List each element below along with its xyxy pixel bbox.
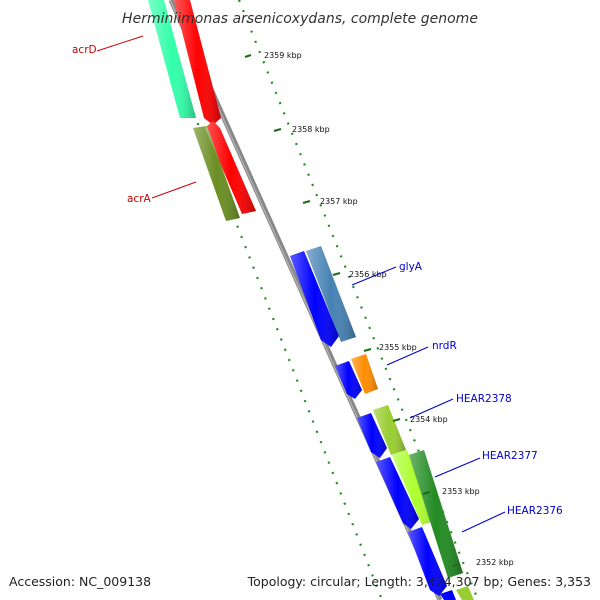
gene-HEAR2378[interactable] bbox=[357, 405, 406, 458]
gene-glyA[interactable] bbox=[290, 246, 356, 347]
gene-label-acrD[interactable]: acrD bbox=[72, 44, 97, 56]
gene-label-HEAR2376[interactable]: HEAR2376 bbox=[507, 505, 563, 517]
accession-text: Accession: NC_009138 bbox=[9, 574, 151, 589]
tick-label: 2357 kbp bbox=[320, 197, 358, 206]
tick-label: 2352 kbp bbox=[476, 558, 514, 567]
gene-acrA[interactable] bbox=[193, 121, 256, 221]
gene-label-HEAR2378[interactable]: HEAR2378 bbox=[456, 393, 512, 405]
gene-label-acrA[interactable]: acrA bbox=[127, 193, 152, 205]
tick-label: 2354 kbp bbox=[410, 415, 448, 424]
gene-acrD[interactable] bbox=[148, 0, 221, 125]
gene-nrdR[interactable] bbox=[335, 354, 378, 399]
gene-label-glyA[interactable]: glyA bbox=[399, 261, 423, 273]
tick-label: 2356 kbp bbox=[349, 270, 387, 279]
tick-marks bbox=[244, 53, 461, 568]
gene-label-nrdR[interactable]: nrdR bbox=[432, 340, 457, 352]
map-title: Herminiimonas arsenicoxydans, complete g… bbox=[122, 11, 478, 27]
tick-labels: 2359 kbp 2358 kbp 2357 kbp 2356 kbp 2355… bbox=[264, 51, 514, 567]
gene-labels: acrD acrA glyA nrdR HEAR2378 HEAR2377 HE… bbox=[72, 44, 563, 517]
gene-label-HEAR2377[interactable]: HEAR2377 bbox=[482, 450, 538, 462]
tick-label: 2355 kbp bbox=[379, 343, 417, 352]
label-leaders bbox=[96, 35, 506, 533]
tick-label: 2358 kbp bbox=[292, 125, 330, 134]
topology-text: Topology: circular; Length: 3,424,307 bp… bbox=[247, 574, 591, 589]
gene-HEAR2376[interactable] bbox=[408, 450, 463, 596]
tick-label: 2359 kbp bbox=[264, 51, 302, 60]
gene-bottom-partial[interactable] bbox=[440, 586, 474, 600]
tick-label: 2353 kbp bbox=[442, 487, 480, 496]
